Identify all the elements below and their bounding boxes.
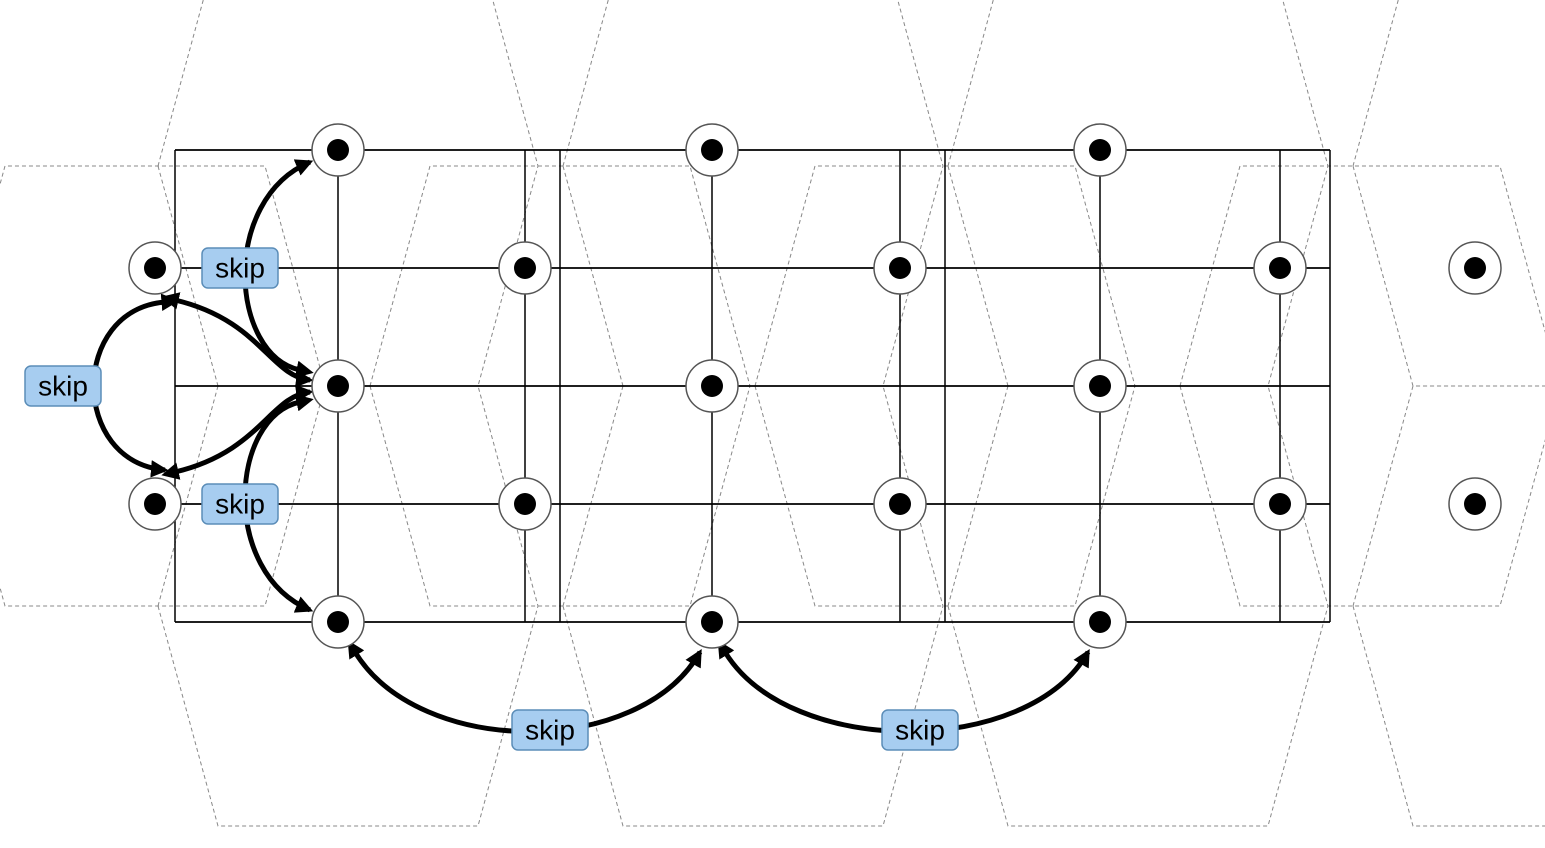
diagram-svg: skip skip skip skip skip: [0, 0, 1545, 848]
hex-cell: [563, 0, 943, 386]
node-dot: [1269, 257, 1291, 279]
skip-arrow: [94, 302, 165, 470]
node-dot: [327, 611, 349, 633]
hex-cell: [563, 386, 943, 826]
skip-label-text: skip: [215, 253, 265, 284]
hex-cell: [1353, 0, 1545, 386]
hex-cell: [158, 0, 538, 386]
node-dot: [327, 139, 349, 161]
node-dot: [144, 493, 166, 515]
node-dot: [1464, 257, 1486, 279]
skip-label-text: skip: [525, 715, 575, 746]
node-dot: [144, 257, 166, 279]
node-dot: [889, 257, 911, 279]
node-dot: [1464, 493, 1486, 515]
node-dot: [514, 493, 536, 515]
node-dot: [889, 493, 911, 515]
node-dot: [1269, 493, 1291, 515]
hex-layer: [0, 0, 1545, 826]
node-dot: [327, 375, 349, 397]
node-dot: [701, 611, 723, 633]
node-dot: [701, 139, 723, 161]
skip-label-text: skip: [38, 371, 88, 402]
node-dot: [1089, 375, 1111, 397]
skip-label-text: skip: [215, 489, 265, 520]
node-dot: [701, 375, 723, 397]
skip-label-text: skip: [895, 715, 945, 746]
node-dot: [514, 257, 536, 279]
node-dot: [1089, 139, 1111, 161]
node-dot: [1089, 611, 1111, 633]
hex-cell: [948, 0, 1328, 386]
hex-cell: [948, 386, 1328, 826]
